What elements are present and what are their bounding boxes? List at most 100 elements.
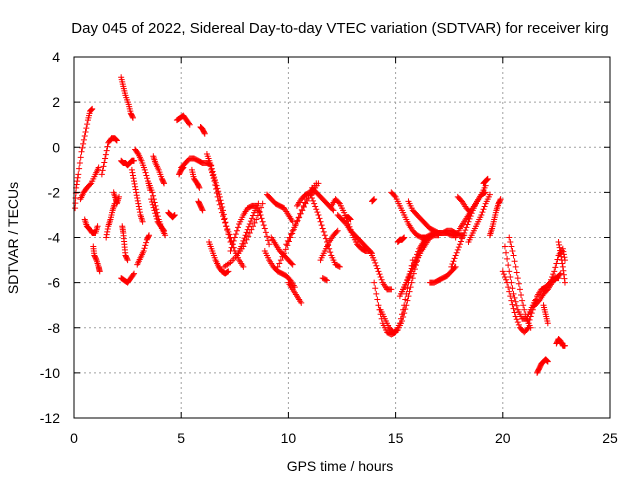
data-point	[521, 306, 528, 313]
data-point	[317, 218, 324, 225]
data-point	[245, 223, 252, 230]
series-arc-12	[128, 166, 146, 225]
data-point	[232, 231, 239, 238]
data-point	[76, 165, 83, 172]
data-points	[72, 74, 568, 376]
data-point	[322, 276, 329, 283]
data-point	[94, 223, 101, 230]
data-point	[73, 181, 80, 188]
data-point	[245, 233, 252, 240]
data-point	[144, 175, 151, 182]
data-point	[226, 231, 233, 238]
data-point	[515, 321, 522, 328]
data-point	[388, 286, 395, 293]
data-point	[246, 229, 253, 236]
series-arc-2	[77, 164, 102, 203]
data-point	[297, 210, 304, 217]
series-arc-21	[178, 155, 215, 171]
data-point	[505, 262, 512, 269]
data-point	[129, 113, 136, 120]
data-point	[453, 249, 460, 256]
data-point	[88, 106, 95, 113]
data-point	[99, 167, 106, 174]
data-point	[371, 279, 378, 286]
data-point	[512, 263, 519, 270]
data-point	[299, 207, 306, 214]
data-point	[312, 203, 319, 210]
series-arc-23	[195, 198, 206, 214]
data-point	[516, 286, 523, 293]
data-point	[211, 178, 218, 185]
data-point	[371, 257, 378, 264]
data-point	[134, 197, 141, 204]
data-point	[228, 244, 235, 251]
data-point	[285, 238, 292, 245]
data-point	[557, 247, 564, 254]
data-point	[218, 209, 225, 216]
data-point	[153, 215, 160, 222]
data-point	[510, 252, 517, 259]
data-point	[129, 169, 136, 176]
data-point	[375, 302, 382, 309]
data-point	[103, 234, 110, 241]
x-tick-label: 25	[602, 430, 618, 446]
y-tick-label: -12	[40, 410, 60, 426]
data-point	[313, 206, 320, 213]
data-point	[310, 197, 317, 204]
data-point	[161, 180, 168, 187]
data-point	[141, 245, 148, 252]
data-point	[375, 268, 382, 275]
data-point	[140, 248, 147, 255]
data-point	[321, 232, 328, 239]
y-tick-label: -2	[48, 184, 61, 200]
data-point	[141, 166, 148, 173]
data-point	[171, 212, 178, 219]
data-point	[132, 183, 139, 190]
data-point	[199, 207, 206, 214]
data-point	[98, 171, 105, 178]
data-point	[408, 279, 415, 286]
series-arc-7	[110, 189, 123, 207]
data-point	[554, 256, 561, 263]
data-point	[448, 263, 455, 270]
data-point	[480, 206, 487, 213]
x-tick-label: 5	[177, 430, 185, 446]
series-arc-16	[148, 196, 168, 234]
data-point	[84, 121, 91, 128]
data-point	[276, 260, 283, 267]
data-point	[557, 250, 564, 257]
data-point	[286, 234, 293, 241]
data-point	[295, 214, 302, 221]
data-point	[501, 273, 508, 280]
data-point	[150, 204, 157, 211]
data-point	[486, 191, 493, 198]
data-point	[347, 215, 354, 222]
data-point	[131, 270, 138, 277]
series-arc-66	[531, 270, 564, 309]
data-point	[556, 244, 563, 251]
data-point	[281, 250, 288, 257]
data-point	[142, 169, 149, 176]
data-point	[479, 209, 486, 216]
data-point	[222, 219, 229, 226]
data-point	[373, 262, 380, 269]
data-point	[185, 120, 192, 127]
data-point	[514, 319, 521, 326]
data-point	[484, 175, 491, 182]
series-arc-70	[553, 336, 568, 349]
data-point	[103, 147, 110, 154]
data-point	[233, 227, 240, 234]
data-point	[284, 237, 291, 244]
data-point	[214, 185, 221, 192]
data-point	[277, 257, 284, 264]
data-point	[230, 237, 237, 244]
data-point	[128, 166, 135, 173]
data-point	[524, 325, 531, 332]
series-arc-45	[366, 248, 395, 293]
data-point	[481, 203, 488, 210]
data-point	[241, 235, 248, 242]
data-point	[550, 271, 557, 278]
series-arc-59	[465, 191, 493, 246]
data-point	[334, 227, 341, 234]
